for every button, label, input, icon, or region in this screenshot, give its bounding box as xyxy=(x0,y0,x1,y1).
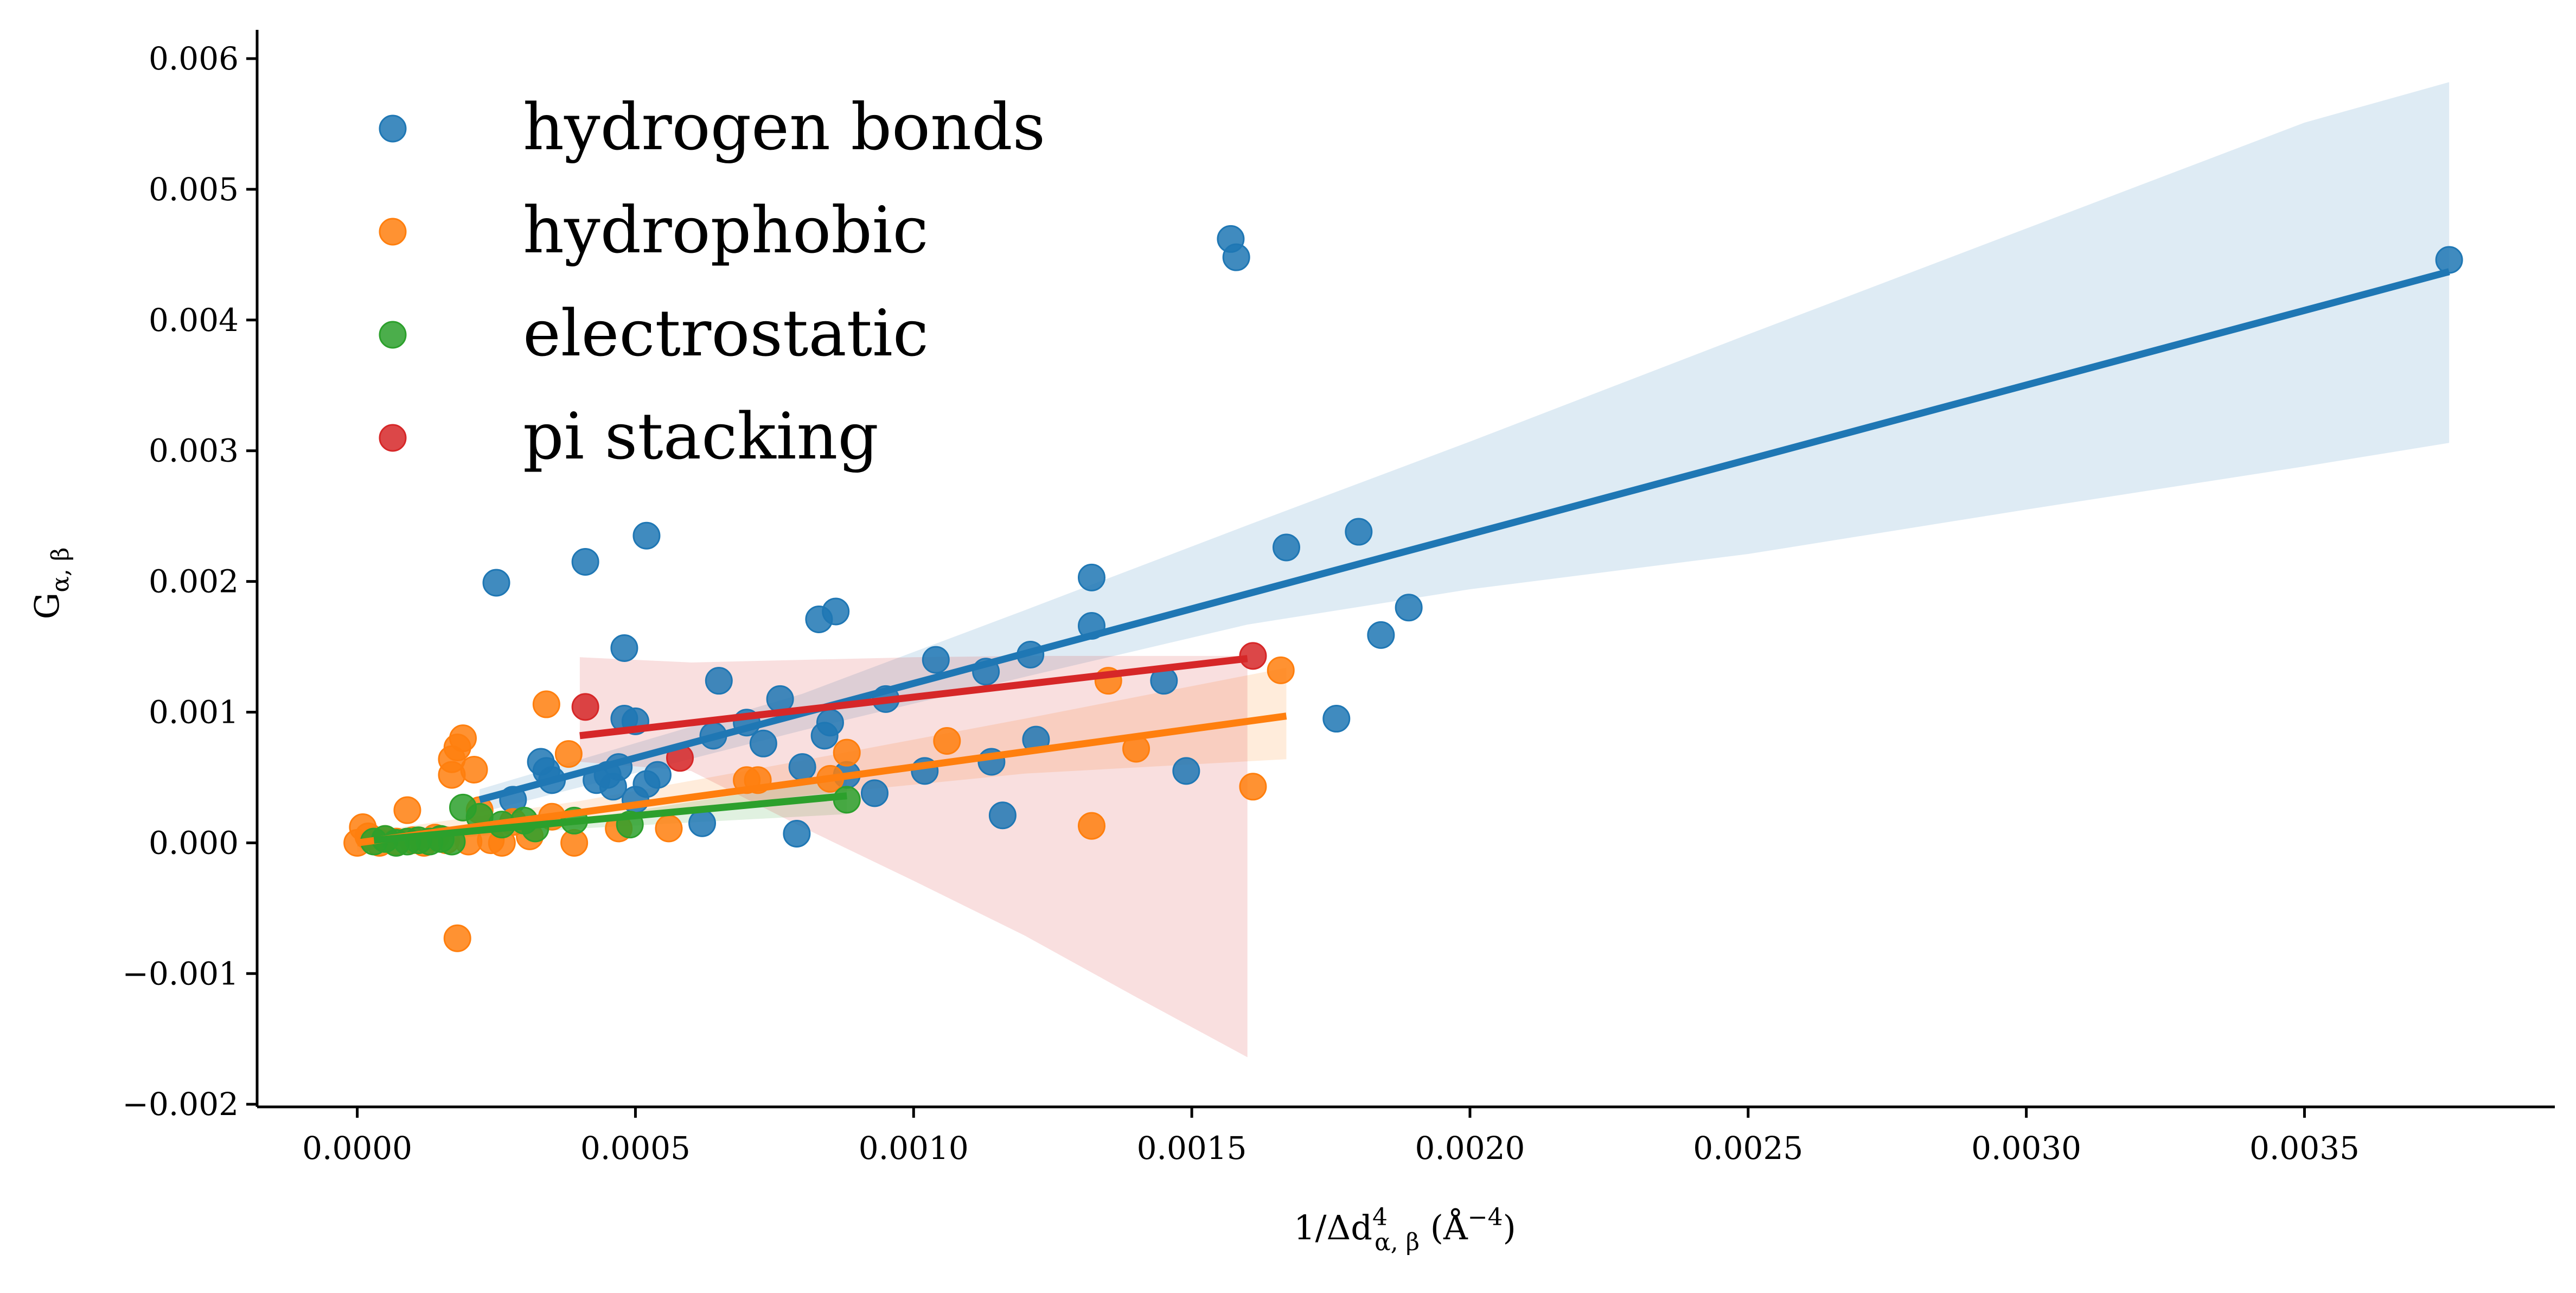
x-tick-label: 0.0020 xyxy=(1415,1130,1525,1167)
hydrogen-bonds-point xyxy=(1322,705,1351,733)
hydrogen-bonds-point xyxy=(1172,757,1200,785)
x-tick-label: 0.0005 xyxy=(580,1130,691,1167)
hydrogen-bonds-point xyxy=(643,761,672,789)
legend-marker xyxy=(379,114,407,143)
legend-item-hydrogen-bonds: hydrogen bonds xyxy=(379,90,1045,164)
hydrogen-bonds-point xyxy=(1222,243,1250,271)
pi-stacking-confidence-band xyxy=(579,655,1248,1058)
hydrophobic-point xyxy=(532,690,560,718)
y-tick-label: 0.003 xyxy=(149,432,239,469)
hydrophobic-point xyxy=(1267,656,1295,684)
legend-label: hydrogen bonds xyxy=(523,90,1045,164)
y-tick-label: 0.000 xyxy=(149,824,239,861)
hydrogen-bonds-point xyxy=(988,801,1017,830)
hydrogen-bonds-confidence-band xyxy=(480,82,2450,813)
hydrogen-bonds-point xyxy=(610,634,638,662)
hydrophobic-confidence-band xyxy=(357,667,1287,852)
legend-label: electrostatic xyxy=(523,296,929,371)
pi-stacking-points xyxy=(571,642,1267,772)
hydrogen-bonds-point xyxy=(1272,533,1300,562)
hydrogen-bonds-point xyxy=(1367,621,1395,649)
hydrophobic-point xyxy=(933,727,961,755)
hydrophobic-point xyxy=(833,738,861,767)
hydrophobic-point xyxy=(443,924,471,952)
hydrogen-bonds-point xyxy=(788,753,816,781)
legend-marker xyxy=(379,424,407,452)
x-tick-label: 0.0010 xyxy=(859,1130,969,1167)
y-axis-title: Gα, β xyxy=(27,547,74,620)
hydrogen-bonds-point xyxy=(1395,594,1423,622)
hydrophobic-point xyxy=(1077,812,1105,840)
hydrophobic-point xyxy=(393,796,421,824)
axes: 0.0000 0.0005 0.0010 0.0015 0.0020 0.0025 0.00… xyxy=(122,30,2555,1167)
y-tick-label: 0.001 xyxy=(149,693,239,730)
y-tick-label: 0.004 xyxy=(149,302,239,339)
hydrogen-bonds-point xyxy=(571,547,599,576)
legend-item-hydrophobic: hydrophobic xyxy=(379,193,929,267)
hydrophobic-point xyxy=(655,814,683,843)
x-tick-label: 0.0035 xyxy=(2249,1130,2360,1167)
hydrophobic-point xyxy=(554,740,583,768)
x-axis-ticks: 0.0000 0.0005 0.0010 0.0015 0.0020 0.0025 0.00… xyxy=(302,1107,2360,1167)
pi-stacking-fit-line xyxy=(579,655,1248,740)
legend-label: pi stacking xyxy=(523,399,879,474)
y-tick-label: −0.001 xyxy=(122,955,239,992)
y-tick-label: −0.002 xyxy=(122,1086,239,1123)
pi-stacking-point xyxy=(571,693,599,721)
x-tick-label: 0.0015 xyxy=(1137,1130,1247,1167)
x-axis-title: 1/Δd4 α, β (Å−4) xyxy=(1294,1203,1516,1256)
hydrogen-bonds-point xyxy=(1077,563,1105,591)
electrostatic-fit-line xyxy=(373,792,847,844)
hydrogen-bonds-point xyxy=(688,809,717,837)
hydrophobic-fit-line xyxy=(356,712,1287,846)
hydrophobic-point xyxy=(449,724,477,753)
x-tick-label: 0.0000 xyxy=(302,1130,412,1167)
x-tick-label: 0.0025 xyxy=(1693,1130,1803,1167)
hydrogen-bonds-point xyxy=(632,521,661,550)
hydrogen-bonds-point xyxy=(482,569,510,597)
hydrophobic-point xyxy=(460,755,488,784)
hydrogen-bonds-point xyxy=(2435,246,2463,274)
regression-lines xyxy=(356,268,2450,846)
y-tick-label: 0.006 xyxy=(149,40,239,77)
x-tick-label: 0.0030 xyxy=(1971,1130,2081,1167)
hydrogen-bonds-point xyxy=(822,597,850,626)
legend-label: hydrophobic xyxy=(523,193,929,267)
legend-marker xyxy=(379,321,407,349)
hydrogen-bonds-point xyxy=(816,709,844,737)
legend-item-pi-stacking: pi stacking xyxy=(379,399,879,474)
y-axis-ticks: −0.002 −0.001 0.000 0.001 0.002 0.003 0.004 0.0… xyxy=(122,40,257,1123)
hydrophobic-point xyxy=(1239,773,1267,801)
legend-marker xyxy=(379,218,407,246)
y-tick-label: 0.002 xyxy=(149,563,239,600)
hydrogen-bonds-point xyxy=(922,646,950,674)
legend-item-electrostatic: electrostatic xyxy=(379,296,929,371)
legend: hydrogen bonds hydrophobic electrostatic pi… xyxy=(379,90,1045,474)
hydrogen-bonds-point xyxy=(749,729,777,757)
hydrogen-bonds-point xyxy=(783,820,811,848)
y-tick-label: 0.005 xyxy=(149,171,239,208)
hydrogen-bonds-point xyxy=(1345,518,1373,546)
hydrogen-bonds-point xyxy=(705,667,733,695)
hydrogen-bonds-point xyxy=(860,779,889,807)
